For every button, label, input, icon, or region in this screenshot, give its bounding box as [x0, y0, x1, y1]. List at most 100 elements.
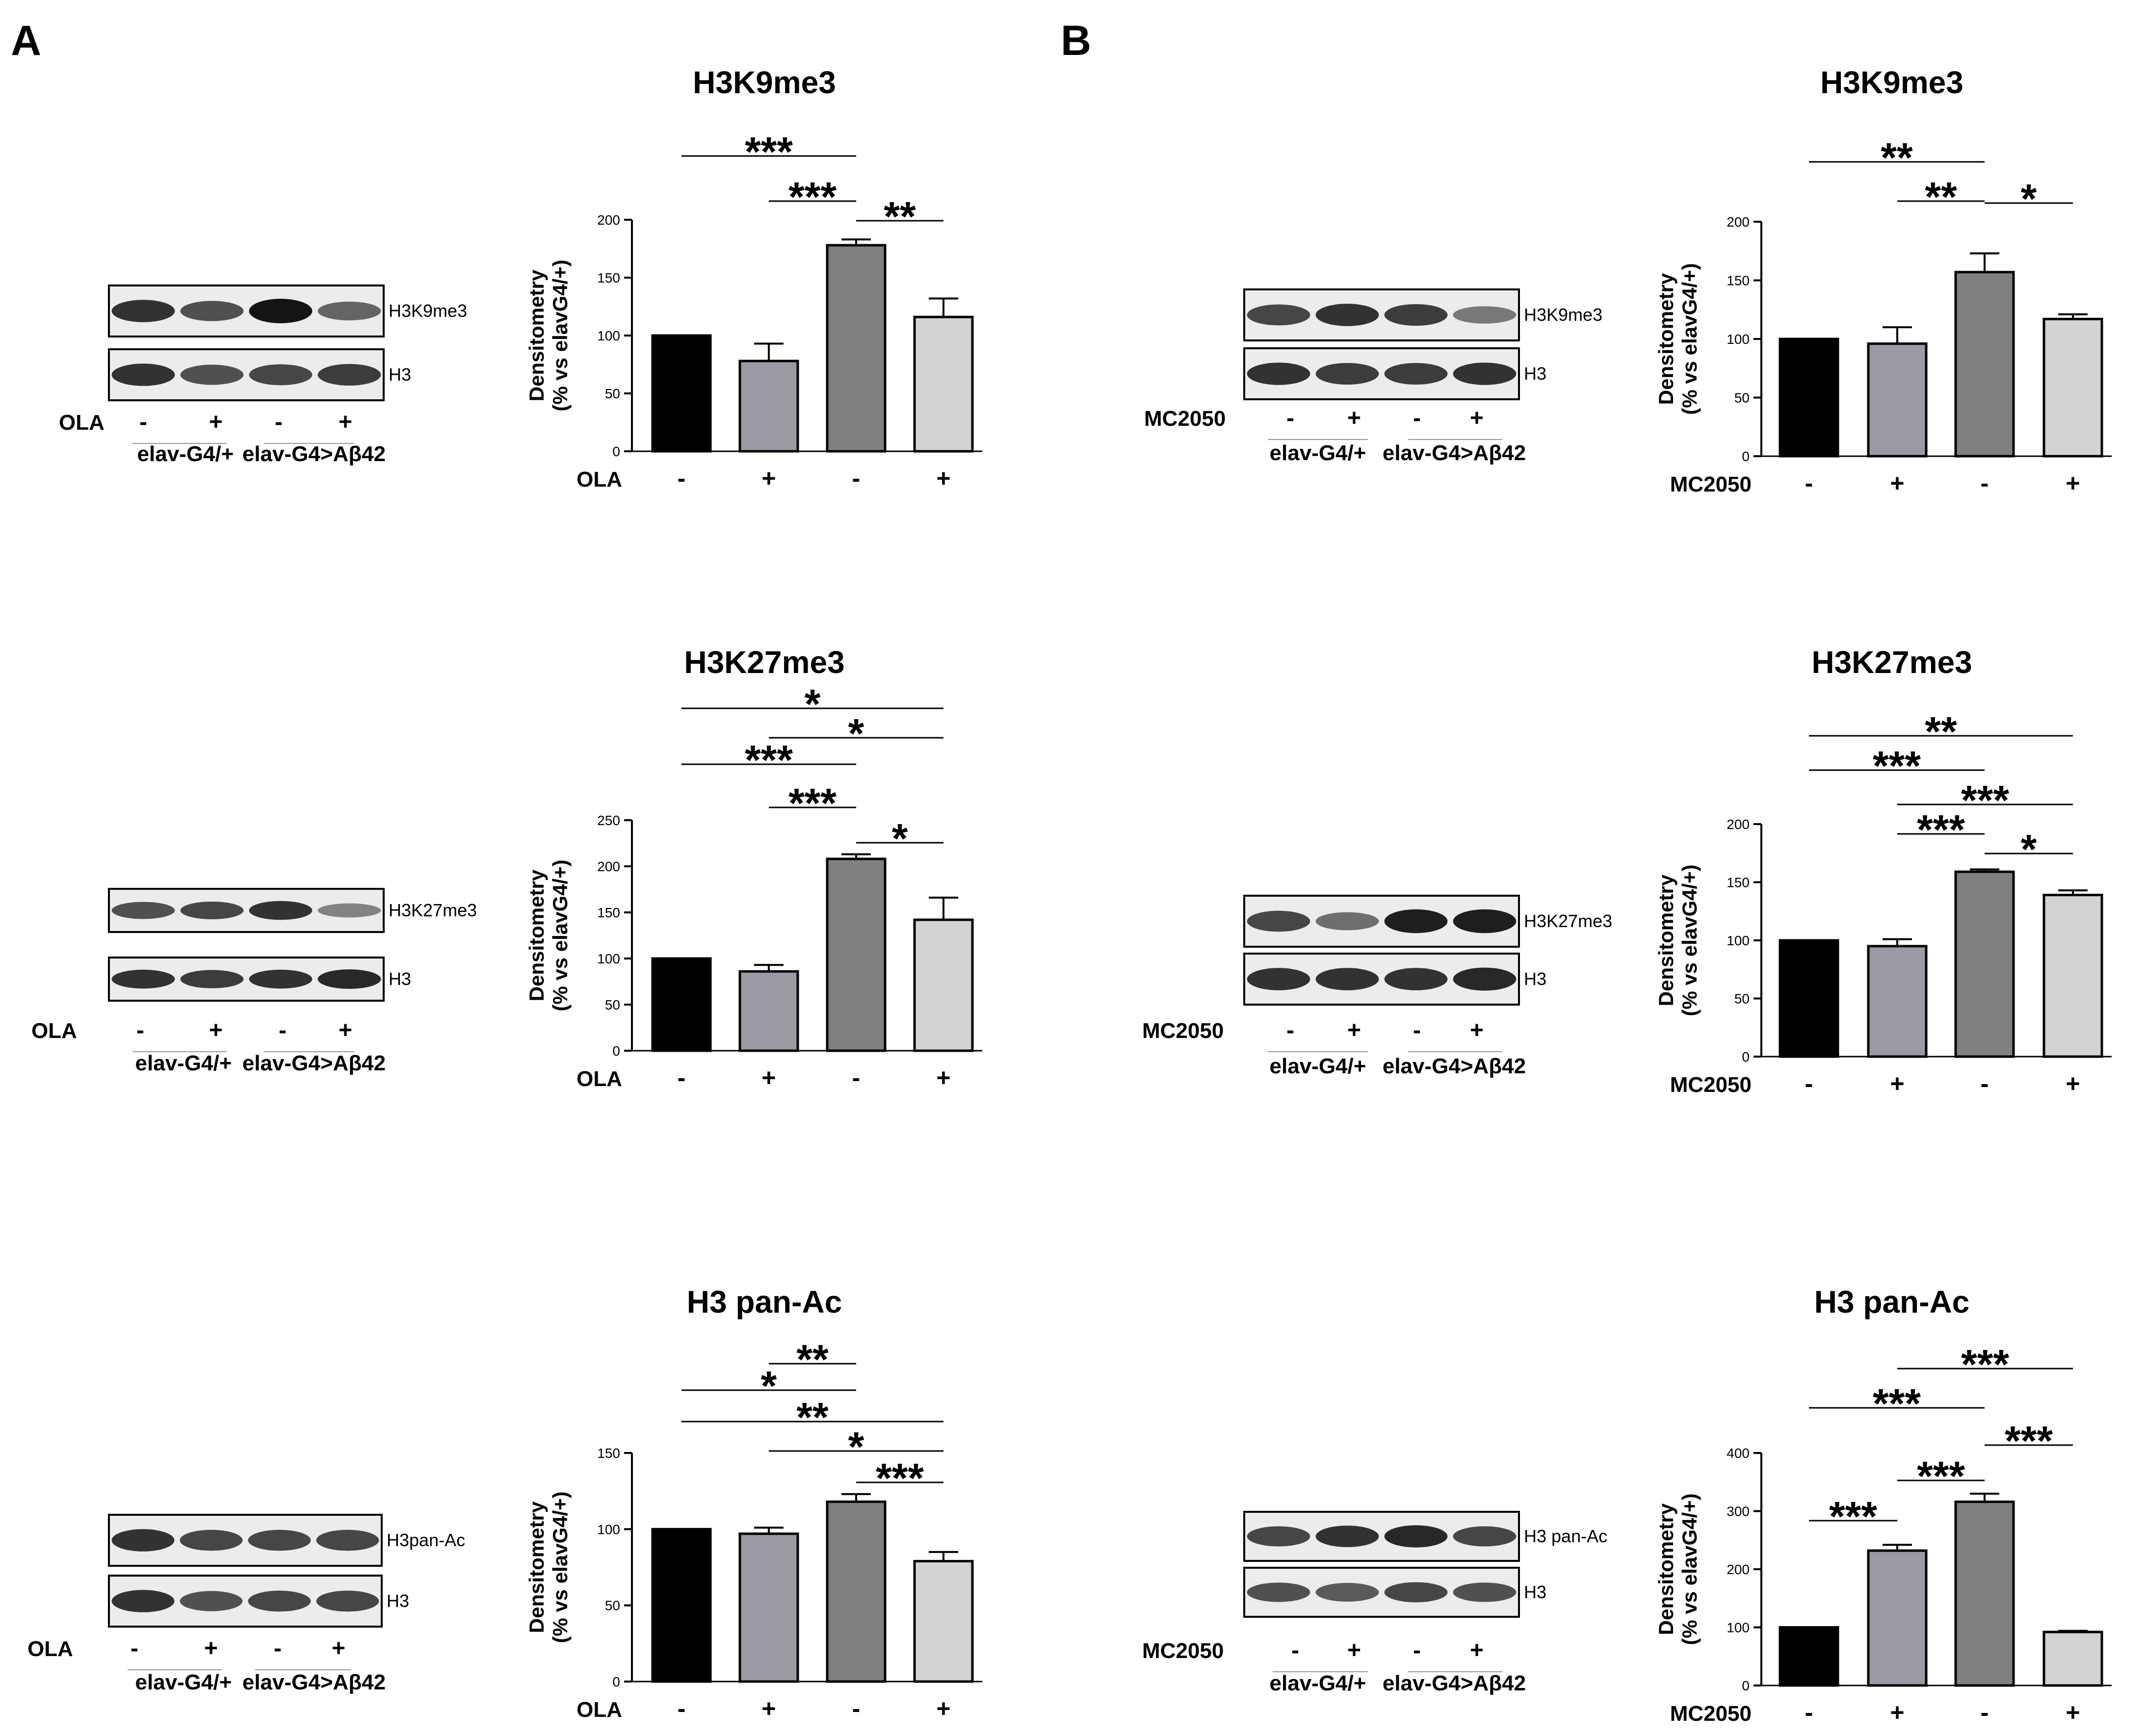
- bar: [1779, 1626, 1839, 1687]
- x-tick-label: -: [852, 1064, 861, 1091]
- blot-band: [111, 1529, 175, 1552]
- x-tick-label: +: [2066, 1070, 2080, 1097]
- blot-target-label: H3K27me3: [1524, 911, 1612, 931]
- blot-band: [1247, 1526, 1310, 1547]
- blot-target-label: H3K9me3: [389, 301, 467, 321]
- blot-target-label: H3K9me3: [1524, 305, 1602, 325]
- blot-treatment-symbol: -: [1413, 1017, 1421, 1043]
- blot-band: [1384, 1525, 1448, 1548]
- blot-treatment-symbol: -: [139, 409, 147, 435]
- blot-treatment-symbol: +: [1470, 1017, 1484, 1043]
- x-axis-treatment-label: MC2050: [1670, 472, 1752, 496]
- blot-treatment-label: MC2050: [1142, 1639, 1224, 1663]
- significance-label: ***: [1961, 1341, 2009, 1387]
- blot-loading-label: H3: [1524, 363, 1546, 384]
- blot-band: [111, 902, 175, 919]
- bar-chart: H3 pan-Ac 0 100 200 300 400 Densitometry (% vs …: [1654, 1284, 2112, 1726]
- chart-title: H3K27me3: [684, 645, 844, 680]
- x-axis-treatment-label: MC2050: [1670, 1702, 1752, 1726]
- significance-label: **: [1925, 708, 1957, 754]
- western-blot: H3K9me3 H3 OLA - + - + elav-G4/+ elav-G4>Aβ42: [59, 285, 467, 466]
- x-tick-label: -: [1981, 469, 1989, 497]
- bar: [738, 970, 799, 1052]
- significance-label: ***: [745, 129, 793, 175]
- genotype-label: elav-G4>Aβ42: [242, 1051, 386, 1075]
- blot-treatment-symbol: +: [1470, 405, 1484, 431]
- y-tick-label: 100: [597, 1522, 620, 1537]
- western-blot: H3pan-Ac H3 OLA - + - + elav-G4/+ elav-G4>Aβ42: [27, 1514, 465, 1694]
- significance-label: *: [2021, 176, 2037, 222]
- y-tick-label: 100: [1727, 1620, 1750, 1635]
- blot-band: [1453, 967, 1517, 991]
- figure-content: H3K9me3 H3 OLA - + - + elav-G4/+ elav-G4>Aβ42 H3K…: [27, 65, 2112, 1726]
- blot-band: [1453, 1526, 1517, 1547]
- bar: [651, 1528, 712, 1683]
- blot-loading-label: H3: [387, 1591, 409, 1611]
- x-tick-label: -: [1981, 1699, 1989, 1726]
- blot-loading-label: H3: [1524, 969, 1546, 989]
- blot-band: [1247, 363, 1310, 385]
- blot-band: [316, 1529, 379, 1551]
- x-tick-label: +: [1890, 1070, 1904, 1097]
- bar-chart: H3K9me3 0 50 100 150 200 Densitometry (% vs ela…: [525, 65, 982, 492]
- blot-treatment-symbol: +: [339, 1017, 352, 1043]
- y-tick-label: 400: [1727, 1446, 1750, 1461]
- blot-band: [111, 300, 175, 322]
- blot-treatment-label: MC2050: [1144, 407, 1226, 431]
- x-tick-label: -: [678, 465, 686, 492]
- blot-loading-label: H3: [389, 364, 411, 385]
- blot-treatment-symbol: -: [275, 409, 283, 435]
- significance-label: *: [805, 681, 821, 727]
- y-axis-label: Densitometry: [525, 869, 548, 1001]
- significance-label: ***: [1873, 743, 1921, 789]
- blot-treatment-symbol: +: [1347, 1017, 1361, 1043]
- blot-band: [1247, 910, 1310, 932]
- significance-label: ***: [788, 174, 837, 220]
- blot-band: [1315, 968, 1379, 990]
- y-tick-label: 100: [597, 951, 620, 966]
- blot-band: [1384, 909, 1448, 933]
- significance-label: **: [1925, 174, 1957, 220]
- genotype-label: elav-G4/+: [135, 1051, 232, 1075]
- significance-label: ***: [876, 1455, 924, 1501]
- y-tick-label: 50: [605, 386, 620, 401]
- blot-band: [1247, 304, 1310, 326]
- blot-band: [317, 363, 381, 386]
- blot-band: [249, 901, 313, 920]
- y-axis-label-units: (% vs elavG4/+): [1678, 263, 1701, 415]
- bar: [826, 857, 887, 1052]
- blot-treatment-symbol: -: [279, 1017, 287, 1043]
- bar: [1954, 1501, 2015, 1687]
- blot-band: [316, 1590, 379, 1612]
- bar-chart: H3 pan-Ac 0 50 100 150 Densitometry (% vs elav…: [525, 1284, 982, 1722]
- blot-treatment-symbol: +: [204, 1635, 218, 1661]
- x-tick-label: +: [936, 465, 950, 492]
- genotype-label: elav-G4/+: [135, 1670, 232, 1694]
- bar: [738, 1532, 799, 1683]
- panel-letter-b: B: [1061, 17, 1091, 64]
- blot-band: [111, 1590, 175, 1612]
- x-tick-label: +: [761, 1064, 776, 1091]
- x-tick-label: -: [852, 1695, 861, 1722]
- y-tick-label: 50: [1734, 390, 1750, 406]
- blot-band: [180, 364, 244, 385]
- western-blot: H3K27me3 H3 MC2050 - + - + elav-G4/+ elav-G4>Aβ4…: [1142, 895, 1612, 1078]
- bar: [1867, 342, 1928, 458]
- blot-band: [249, 969, 313, 989]
- blot-treatment-label: MC2050: [1142, 1019, 1224, 1043]
- blot-band: [180, 970, 244, 988]
- blot-treatment-label: OLA: [27, 1637, 73, 1661]
- x-axis-treatment-label: OLA: [576, 1067, 622, 1091]
- genotype-label: elav-G4/+: [1270, 1054, 1366, 1078]
- significance-label: ***: [1961, 777, 2009, 823]
- blot-band: [111, 969, 175, 989]
- bar: [913, 918, 974, 1052]
- blot-band: [1384, 1582, 1448, 1603]
- significance-label: ***: [745, 737, 793, 783]
- y-tick-label: 300: [1727, 1504, 1750, 1519]
- x-tick-label: -: [852, 465, 861, 492]
- bar: [826, 1500, 887, 1683]
- bar-chart: H3K27me3 0 50 100 150 200 Densitometry (% vs el…: [1654, 645, 2112, 1097]
